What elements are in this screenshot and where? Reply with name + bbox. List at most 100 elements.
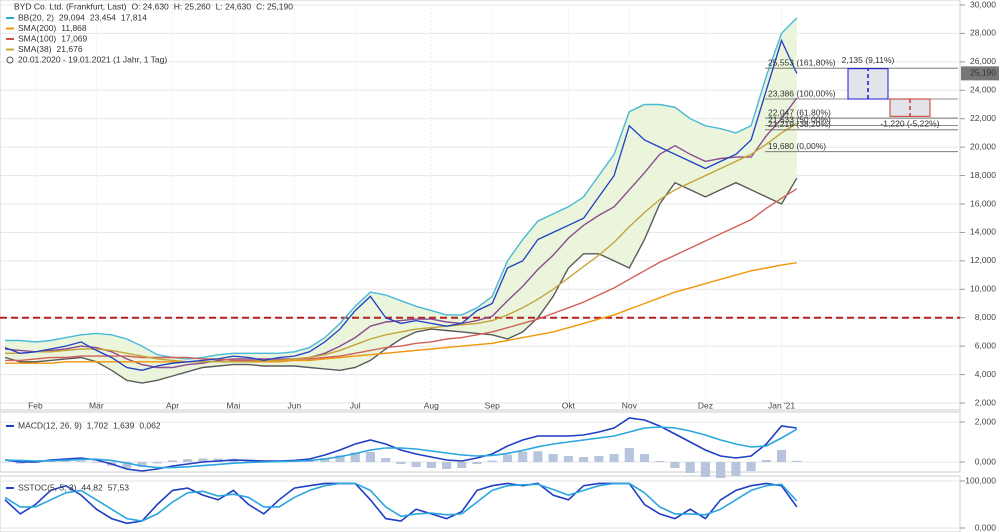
ohlc-label: L: 24,630 bbox=[216, 1, 252, 11]
x-tick-label: Okt bbox=[562, 400, 576, 410]
histogram-bar bbox=[761, 460, 771, 462]
indicator-line bbox=[4, 97, 798, 369]
histogram-bar bbox=[731, 462, 741, 476]
histogram-bar bbox=[624, 448, 634, 462]
legend-value: 44,82 bbox=[81, 482, 103, 492]
histogram-bar bbox=[579, 457, 589, 462]
histogram-bar bbox=[655, 461, 665, 462]
chart-title: BYD Co. Ltd. (Frankfurt, Last) bbox=[14, 1, 127, 11]
x-tick-label: Jan '21 bbox=[768, 400, 795, 410]
y-tick-label: 16,000 bbox=[970, 198, 996, 208]
measure-label: 2,135 (9,11%) bbox=[842, 55, 895, 65]
measure-label: -1,220 (-5,22%) bbox=[880, 119, 939, 129]
histogram-bar bbox=[609, 454, 619, 462]
legend-entry: MACD(12, 26, 9) bbox=[18, 420, 82, 430]
y-tick-label: 4,000 bbox=[975, 369, 997, 379]
histogram-bar bbox=[776, 450, 787, 462]
histogram-bar bbox=[716, 462, 726, 478]
histogram-bar bbox=[350, 452, 360, 462]
histogram-bar bbox=[563, 456, 573, 462]
y-tick-label: 22,000 bbox=[970, 113, 996, 123]
histogram-bar bbox=[792, 460, 802, 462]
histogram-bar bbox=[152, 462, 162, 464]
histogram-bar bbox=[502, 454, 513, 462]
x-tick-label: Jul bbox=[350, 400, 361, 410]
legend-value: 17,069 bbox=[61, 33, 87, 43]
legend-value: 21,676 bbox=[57, 44, 83, 54]
legend-value: 23,454 bbox=[90, 12, 116, 22]
histogram-bar bbox=[639, 454, 650, 462]
period-icon bbox=[6, 56, 14, 64]
legend-entry: SMA(200) bbox=[18, 23, 56, 33]
x-tick-label: Mär bbox=[89, 400, 104, 410]
indicator-line bbox=[5, 122, 798, 363]
x-tick-label: Jun bbox=[287, 400, 301, 410]
histogram-bar bbox=[122, 462, 132, 468]
legend-entry: BB(20, 2) bbox=[18, 12, 54, 22]
histogram-bar bbox=[320, 458, 330, 462]
x-tick-label: Dez bbox=[698, 400, 713, 410]
histogram-bar bbox=[700, 462, 710, 477]
histogram-bar bbox=[91, 462, 101, 463]
legend-value: 11,868 bbox=[61, 23, 87, 33]
fib-label: 22,047 (61,80%) bbox=[768, 107, 831, 117]
histogram-bar bbox=[594, 456, 604, 462]
y-tick-label: 28,000 bbox=[970, 28, 996, 38]
fib-label: 25,553 (161,80%) bbox=[768, 57, 836, 67]
y-tick-label: 18,000 bbox=[970, 170, 996, 180]
histogram-bar bbox=[472, 462, 482, 464]
histogram-bar bbox=[685, 462, 695, 473]
histogram-bar bbox=[76, 460, 86, 462]
fib-label: 21,533 (50,00%) bbox=[768, 115, 831, 125]
y-tick-label: 24,000 bbox=[970, 85, 996, 95]
histogram-bar bbox=[487, 460, 497, 462]
y-tick-label: 2,000 bbox=[975, 397, 997, 407]
histogram-bar bbox=[426, 462, 436, 468]
histogram-bar bbox=[381, 458, 391, 462]
y-tick-label: 100,000 bbox=[965, 475, 996, 485]
legend-entry: SSTOC(5, 5, 3) bbox=[18, 482, 77, 492]
legend-entry: SMA(100) bbox=[18, 33, 56, 43]
histogram-bar bbox=[518, 451, 528, 462]
y-tick-label: 0,000 bbox=[975, 522, 997, 532]
last-price-box bbox=[961, 66, 999, 81]
histogram-bar bbox=[61, 460, 71, 462]
y-tick-label: 20,000 bbox=[970, 141, 996, 151]
y-tick-label: 10,000 bbox=[970, 284, 996, 294]
histogram-bar bbox=[441, 462, 452, 469]
ohlc-label: H: 25,260 bbox=[174, 1, 211, 11]
x-tick-label: Feb bbox=[28, 400, 43, 410]
x-tick-label: Apr bbox=[166, 400, 179, 410]
legend-value: 29,094 bbox=[59, 12, 85, 22]
histogram-bar bbox=[198, 458, 208, 462]
legend-value: 57,53 bbox=[108, 482, 130, 492]
histogram-bar bbox=[457, 462, 467, 468]
histogram-bar bbox=[548, 454, 558, 462]
ohlc-label: C: 25,190 bbox=[256, 1, 293, 11]
histogram-bar bbox=[670, 462, 680, 468]
y-tick-label: 14,000 bbox=[970, 227, 996, 237]
indicator-line bbox=[5, 17, 798, 360]
histogram-bar bbox=[137, 462, 147, 467]
histogram-bar bbox=[533, 451, 543, 462]
y-tick-label: 26,000 bbox=[970, 56, 996, 66]
stoch-line bbox=[4, 482, 798, 525]
y-tick-label: 0,000 bbox=[975, 456, 997, 466]
y-tick-label: 30,000 bbox=[970, 0, 996, 9]
legend-value: 1,702 bbox=[87, 420, 109, 430]
legend-value: 17,814 bbox=[121, 12, 147, 22]
macd-line bbox=[4, 426, 798, 469]
fib-label: 23,386 (100,00%) bbox=[768, 88, 836, 98]
x-tick-label: Aug bbox=[424, 400, 439, 410]
ohlc-label: O: 24,630 bbox=[131, 1, 169, 11]
macd-line bbox=[4, 417, 797, 472]
histogram-bar bbox=[746, 462, 756, 471]
histogram-bar bbox=[396, 462, 406, 464]
y-tick-label: 12,000 bbox=[970, 255, 996, 265]
price-line bbox=[4, 38, 798, 371]
histogram-bar bbox=[0, 462, 10, 463]
stoch-panel bbox=[0, 475, 961, 532]
x-tick-label: Sep bbox=[485, 400, 500, 410]
y-tick-label: 8,000 bbox=[975, 312, 997, 322]
